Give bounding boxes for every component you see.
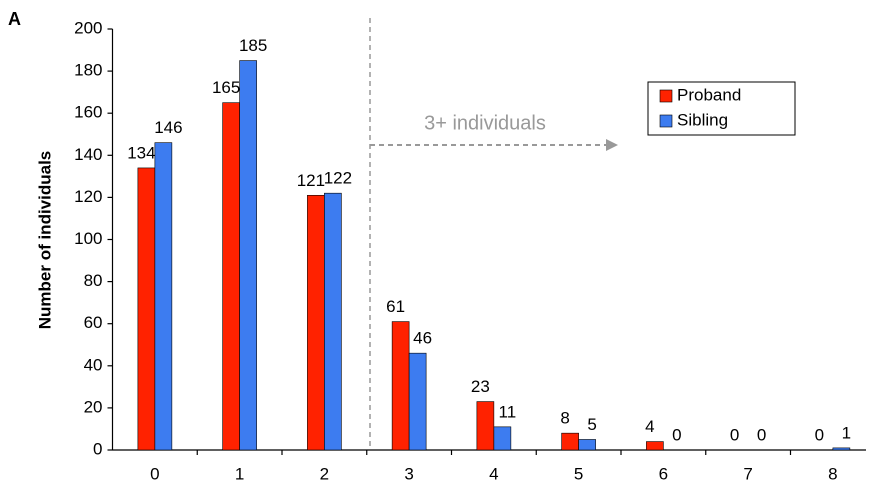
value-label: 1 bbox=[842, 423, 851, 442]
value-label: 61 bbox=[386, 297, 405, 316]
bar bbox=[324, 192, 342, 451]
y-tick-label: 140 bbox=[74, 145, 102, 164]
legend-label: Proband bbox=[677, 85, 741, 104]
bar bbox=[476, 401, 495, 451]
legend-swatch bbox=[659, 89, 673, 103]
x-tick-label: 0 bbox=[150, 464, 159, 483]
y-tick-label: 100 bbox=[74, 229, 102, 248]
y-tick-label: 80 bbox=[84, 271, 103, 290]
y-tick-label: 0 bbox=[93, 439, 102, 458]
x-tick-label: 6 bbox=[659, 464, 668, 483]
annotation: 3+ individuals bbox=[424, 112, 546, 134]
y-tick-label: 180 bbox=[74, 61, 102, 80]
bar bbox=[307, 194, 325, 451]
bar bbox=[646, 441, 664, 451]
value-label: 0 bbox=[730, 425, 739, 444]
y-tick-label: 200 bbox=[74, 18, 102, 37]
value-label: 0 bbox=[672, 425, 681, 444]
bar bbox=[408, 352, 427, 451]
x-tick-label: 1 bbox=[235, 464, 244, 483]
bar bbox=[154, 142, 173, 451]
bar bbox=[137, 167, 156, 451]
value-label: 5 bbox=[587, 415, 596, 434]
value-label: 0 bbox=[757, 425, 766, 444]
legend-swatch bbox=[659, 114, 673, 128]
y-tick-label: 120 bbox=[74, 187, 102, 206]
value-label: 4 bbox=[645, 417, 654, 436]
value-label: 185 bbox=[239, 36, 267, 55]
legend-label: Sibling bbox=[677, 110, 728, 129]
y-tick-label: 60 bbox=[84, 313, 103, 332]
y-axis-label: Number of individuals bbox=[35, 151, 54, 330]
y-tick-label: 20 bbox=[84, 397, 103, 416]
value-label: 165 bbox=[212, 78, 240, 97]
value-label: 146 bbox=[154, 118, 182, 137]
value-label: 8 bbox=[560, 409, 569, 428]
legend bbox=[647, 81, 796, 136]
value-label: 11 bbox=[499, 402, 517, 421]
value-label: 122 bbox=[324, 169, 352, 188]
value-label: 46 bbox=[413, 329, 432, 348]
bar bbox=[222, 102, 240, 451]
arrow-head bbox=[606, 139, 618, 151]
bar bbox=[493, 426, 512, 451]
value-label: 134 bbox=[127, 143, 155, 162]
bar bbox=[561, 432, 579, 451]
x-tick-label: 7 bbox=[743, 464, 752, 483]
y-tick-label: 160 bbox=[74, 103, 102, 122]
bar bbox=[239, 60, 257, 451]
bar bbox=[578, 439, 596, 451]
bar bbox=[832, 447, 851, 451]
value-label: 121 bbox=[297, 171, 325, 190]
x-tick-label: 5 bbox=[574, 464, 583, 483]
x-tick-label: 3 bbox=[404, 464, 413, 483]
x-tick-label: 2 bbox=[320, 464, 329, 483]
value-label: 23 bbox=[471, 377, 490, 396]
bar bbox=[391, 321, 410, 451]
x-tick-label: 4 bbox=[489, 464, 498, 483]
x-tick-label: 8 bbox=[828, 464, 837, 483]
y-tick-label: 40 bbox=[84, 355, 103, 374]
value-label: 0 bbox=[815, 425, 824, 444]
panel-label: A bbox=[8, 9, 21, 29]
